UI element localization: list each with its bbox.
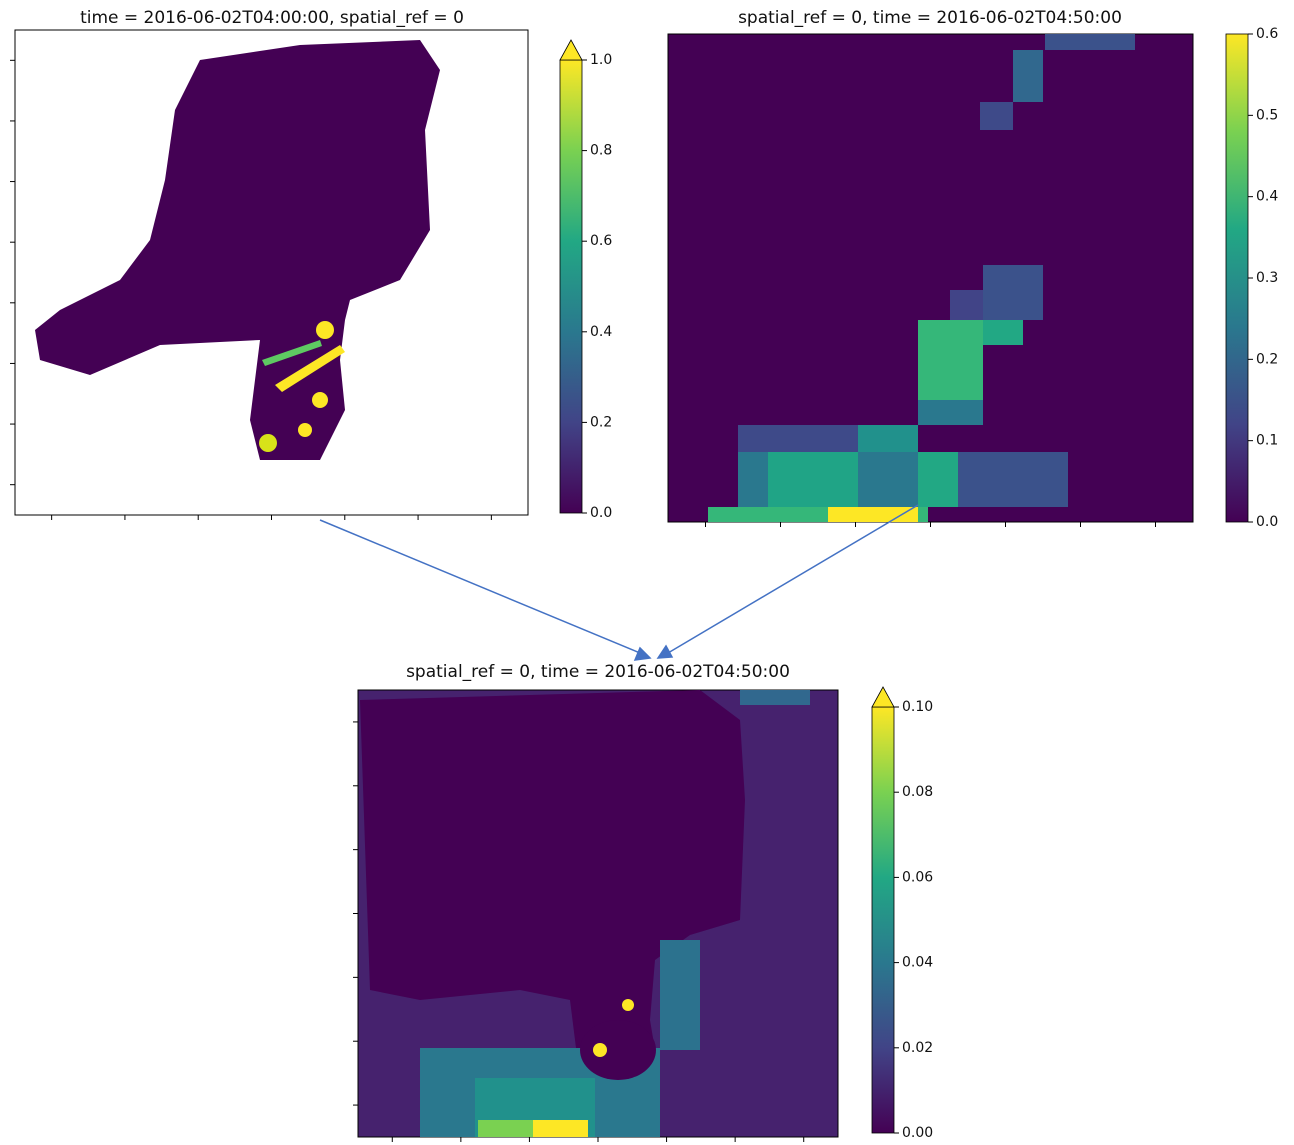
colorbar-tick-label: 1.0 xyxy=(590,52,612,68)
colorbar-tick-label: 0.10 xyxy=(902,699,933,715)
panel-title: time = 2016-06-02T04:00:00, spatial_ref … xyxy=(80,8,464,28)
colorbar-tick-label: 0.2 xyxy=(1256,351,1278,367)
colorbar xyxy=(1226,34,1248,522)
colorbar-tick-label: 0.4 xyxy=(1256,189,1278,205)
colorbar-tick-label: 0.6 xyxy=(1256,26,1278,42)
colorbar-tick-label: 0.1 xyxy=(1256,433,1278,449)
panel-title: spatial_ref = 0, time = 2016-06-02T04:50… xyxy=(738,8,1122,28)
figure: time = 2016-06-02T04:00:00, spatial_ref … xyxy=(0,0,1294,1145)
colorbar-tick-label: 0.4 xyxy=(590,324,612,340)
colorbar-tick-label: 0.02 xyxy=(902,1040,933,1056)
colorbar xyxy=(872,707,894,1133)
colorbar-tick-label: 0.00 xyxy=(902,1125,933,1141)
colorbar-tick-label: 0.06 xyxy=(902,869,933,885)
colorbar-tick-label: 0.3 xyxy=(1256,270,1278,286)
raster-1 xyxy=(15,30,528,515)
colorbar-tick-label: 0.2 xyxy=(590,414,612,430)
raster-3 xyxy=(358,690,838,1137)
colorbar-tick-label: 0.8 xyxy=(590,143,612,159)
colorbar-tick-label: 0.04 xyxy=(902,955,933,971)
colorbar-extend xyxy=(560,40,582,60)
colorbar-tick-label: 0.08 xyxy=(902,784,933,800)
colorbar-tick-label: 0.0 xyxy=(1256,514,1278,530)
hotspot xyxy=(259,434,277,452)
raster-2 xyxy=(668,34,1193,522)
panel-title: spatial_ref = 0, time = 2016-06-02T04:50… xyxy=(406,662,790,682)
colorbar-tick-label: 0.0 xyxy=(590,505,612,521)
colorbar-extend xyxy=(872,687,894,707)
hotspot xyxy=(312,392,328,408)
hotspot xyxy=(298,423,312,437)
colorbar xyxy=(560,60,582,513)
hotspot xyxy=(316,321,334,339)
colorbar-tick-label: 0.5 xyxy=(1256,107,1278,123)
arrows xyxy=(320,505,918,660)
colorbar-tick-label: 0.6 xyxy=(590,233,612,249)
